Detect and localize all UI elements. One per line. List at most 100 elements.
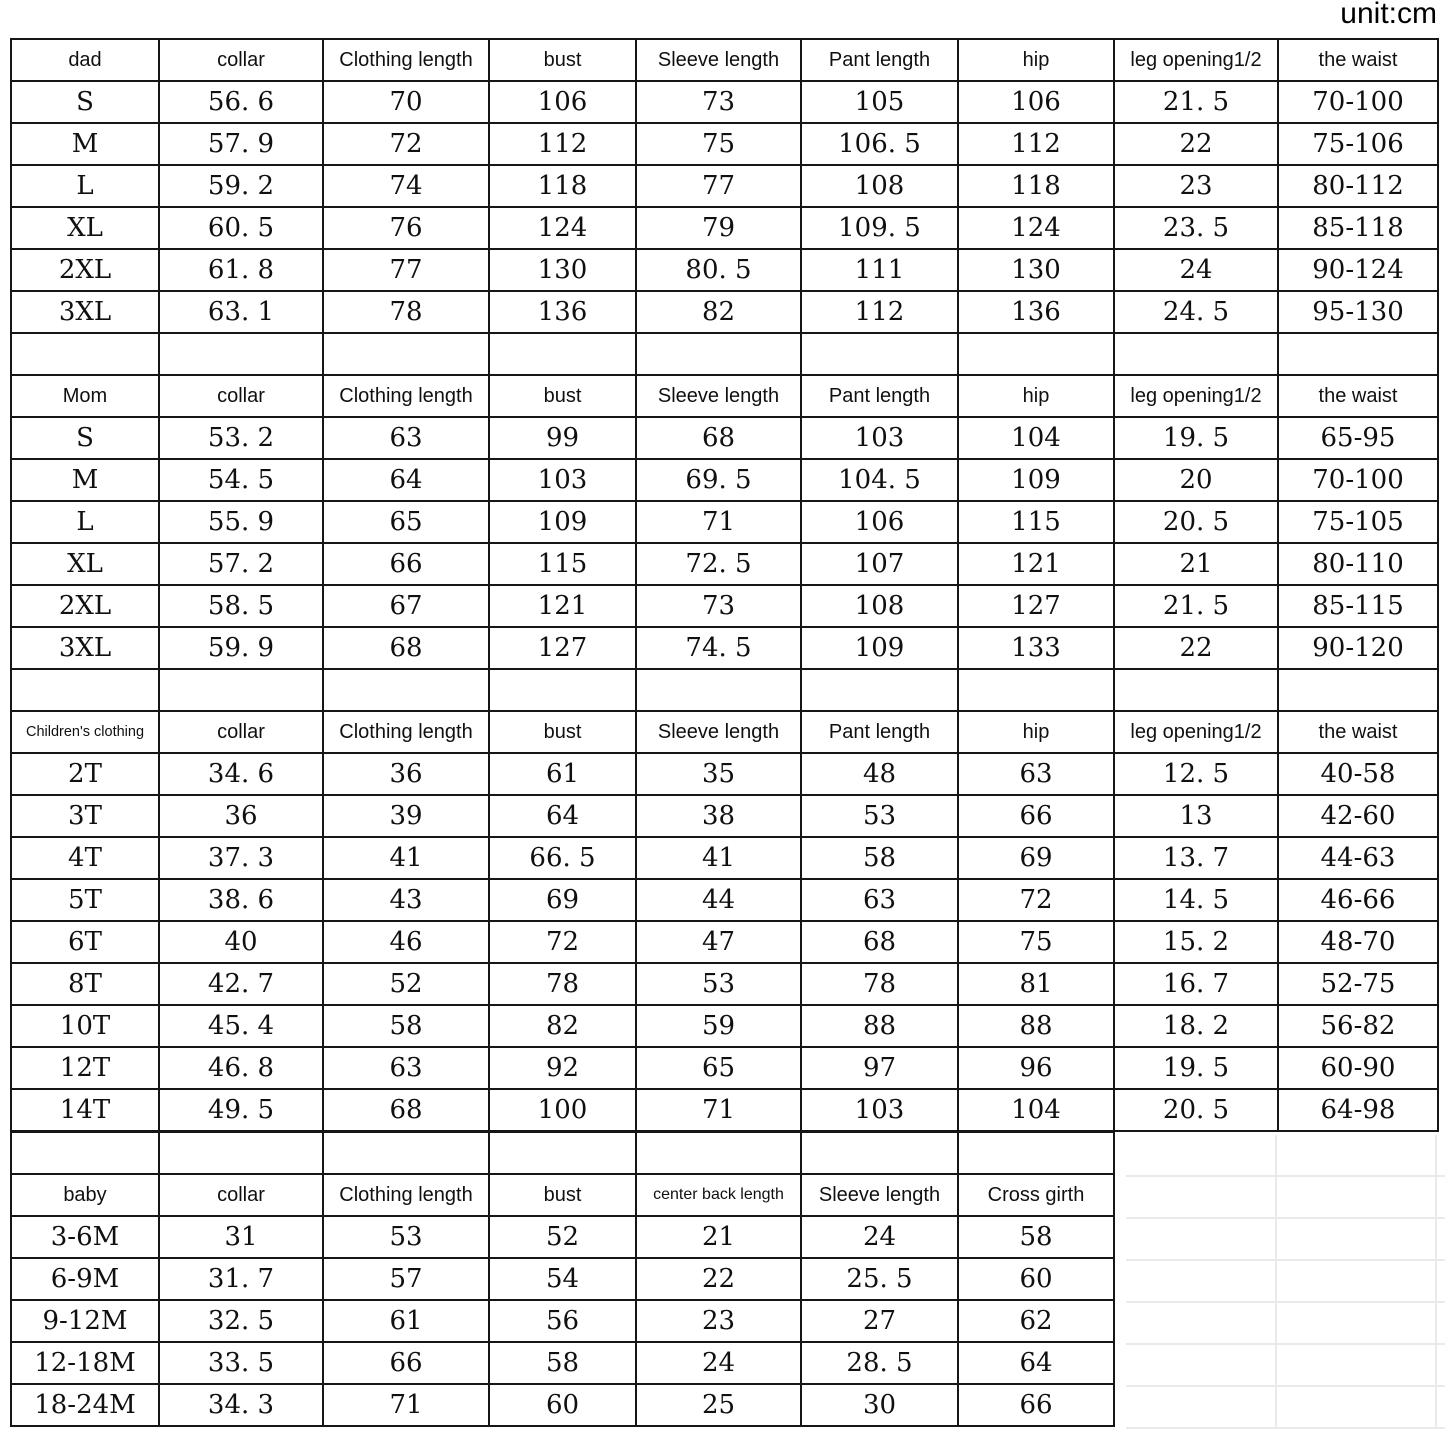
- value-cell: 40: [158, 920, 324, 964]
- value-cell: 46-66: [1277, 878, 1439, 922]
- spacer-row: [10, 668, 1439, 712]
- value-cell: 112: [488, 122, 637, 166]
- value-cell: 24: [1113, 248, 1279, 292]
- value-cell: 14T: [10, 1088, 160, 1132]
- empty-cell: [957, 668, 1115, 712]
- value-cell: 68: [322, 1088, 490, 1132]
- value-cell: 127: [488, 626, 637, 670]
- value-cell: 100: [488, 1088, 637, 1132]
- value-cell: 54: [488, 1257, 637, 1301]
- empty-cell: [322, 1131, 490, 1175]
- table-row: XL 60. 5 76 124 79 109. 5 124 23. 5 85-118: [10, 206, 1439, 250]
- empty-cell: [800, 668, 959, 712]
- value-cell: 106: [800, 500, 959, 544]
- value-cell: 61. 8: [158, 248, 324, 292]
- value-cell: 90-124: [1277, 248, 1439, 292]
- value-cell: 67: [322, 584, 490, 628]
- column-header-cell: Pant length: [800, 710, 959, 754]
- table-row: S 53. 2 63 99 68 103 104 19. 5 65-95: [10, 416, 1439, 460]
- value-cell: 36: [322, 752, 490, 796]
- value-cell: 53: [322, 1215, 490, 1259]
- spreadsheet-grid-background: [1126, 1135, 1445, 1429]
- value-cell: 2XL: [10, 248, 160, 292]
- value-cell: 74. 5: [635, 626, 802, 670]
- value-cell: 97: [800, 1046, 959, 1090]
- empty-cell: [10, 668, 160, 712]
- empty-cell: [635, 1131, 802, 1175]
- value-cell: 66: [957, 794, 1115, 838]
- value-cell: 92: [488, 1046, 637, 1090]
- value-cell: 36: [158, 794, 324, 838]
- column-header-cell: Clothing length: [322, 710, 490, 754]
- value-cell: 107: [800, 542, 959, 586]
- empty-cell: [957, 332, 1115, 376]
- value-cell: 18. 2: [1113, 1004, 1279, 1048]
- value-cell: 127: [957, 584, 1115, 628]
- value-cell: L: [10, 164, 160, 208]
- value-cell: 73: [635, 584, 802, 628]
- table-row: 3XL 59. 9 68 127 74. 5 109 133 22 90-120: [10, 626, 1439, 670]
- value-cell: 58: [322, 1004, 490, 1048]
- value-cell: 52-75: [1277, 962, 1439, 1006]
- empty-cell: [158, 668, 324, 712]
- value-cell: 59. 2: [158, 164, 324, 208]
- value-cell: 63: [322, 1046, 490, 1090]
- value-cell: 60: [957, 1257, 1115, 1301]
- table-row: 6T 40 46 72 47 68 75 15. 2 48-70: [10, 920, 1439, 964]
- table-row: 3T 36 39 64 38 53 66 13 42-60: [10, 794, 1439, 838]
- value-cell: 52: [488, 1215, 637, 1259]
- value-cell: 80. 5: [635, 248, 802, 292]
- size-table-adults-children: dad collar Clothing length bust Sleeve lengt…: [10, 38, 1439, 1132]
- value-cell: 69: [488, 878, 637, 922]
- table-row: 12-18M 33. 5 66 58 24 28. 5 64: [10, 1341, 1115, 1385]
- value-cell: 12. 5: [1113, 752, 1279, 796]
- value-cell: 103: [488, 458, 637, 502]
- value-cell: 77: [635, 164, 802, 208]
- table-row: 14T 49. 5 68 100 71 103 104 20. 5 64-98: [10, 1088, 1439, 1132]
- value-cell: 82: [635, 290, 802, 334]
- spacer-row: [10, 332, 1439, 376]
- section-label-cell: baby: [10, 1173, 160, 1217]
- value-cell: 63: [322, 416, 490, 460]
- value-cell: 30: [800, 1383, 959, 1427]
- empty-cell: [1277, 332, 1439, 376]
- value-cell: 6-9M: [10, 1257, 160, 1301]
- table-row: L 59. 2 74 118 77 108 118 23 80-112: [10, 164, 1439, 208]
- value-cell: 130: [957, 248, 1115, 292]
- section-label-cell: Mom: [10, 374, 160, 418]
- value-cell: 25: [635, 1383, 802, 1427]
- value-cell: 64: [488, 794, 637, 838]
- value-cell: 75-105: [1277, 500, 1439, 544]
- value-cell: 79: [635, 206, 802, 250]
- value-cell: 68: [322, 626, 490, 670]
- column-header-cell: Clothing length: [322, 1173, 490, 1217]
- column-header-cell: Sleeve length: [635, 710, 802, 754]
- value-cell: 47: [635, 920, 802, 964]
- section-header-row: Children's clothing collar Clothing length…: [10, 710, 1439, 754]
- column-header-cell: hip: [957, 710, 1115, 754]
- empty-cell: [488, 668, 637, 712]
- table-row: 3XL 63. 1 78 136 82 112 136 24. 5 95-130: [10, 290, 1439, 334]
- value-cell: 15. 2: [1113, 920, 1279, 964]
- value-cell: 3XL: [10, 626, 160, 670]
- value-cell: 57. 2: [158, 542, 324, 586]
- value-cell: 52: [322, 962, 490, 1006]
- empty-cell: [158, 1131, 324, 1175]
- value-cell: 25. 5: [800, 1257, 959, 1301]
- value-cell: 42. 7: [158, 962, 324, 1006]
- value-cell: 55. 9: [158, 500, 324, 544]
- value-cell: 121: [957, 542, 1115, 586]
- column-header-cell: collar: [158, 710, 324, 754]
- value-cell: 12T: [10, 1046, 160, 1090]
- value-cell: 81: [957, 962, 1115, 1006]
- value-cell: 88: [957, 1004, 1115, 1048]
- value-cell: 41: [322, 836, 490, 880]
- value-cell: 85-115: [1277, 584, 1439, 628]
- value-cell: M: [10, 458, 160, 502]
- value-cell: 43: [322, 878, 490, 922]
- value-cell: 60: [488, 1383, 637, 1427]
- column-header-cell: bust: [488, 710, 637, 754]
- value-cell: 71: [322, 1383, 490, 1427]
- value-cell: 103: [800, 416, 959, 460]
- value-cell: 69: [957, 836, 1115, 880]
